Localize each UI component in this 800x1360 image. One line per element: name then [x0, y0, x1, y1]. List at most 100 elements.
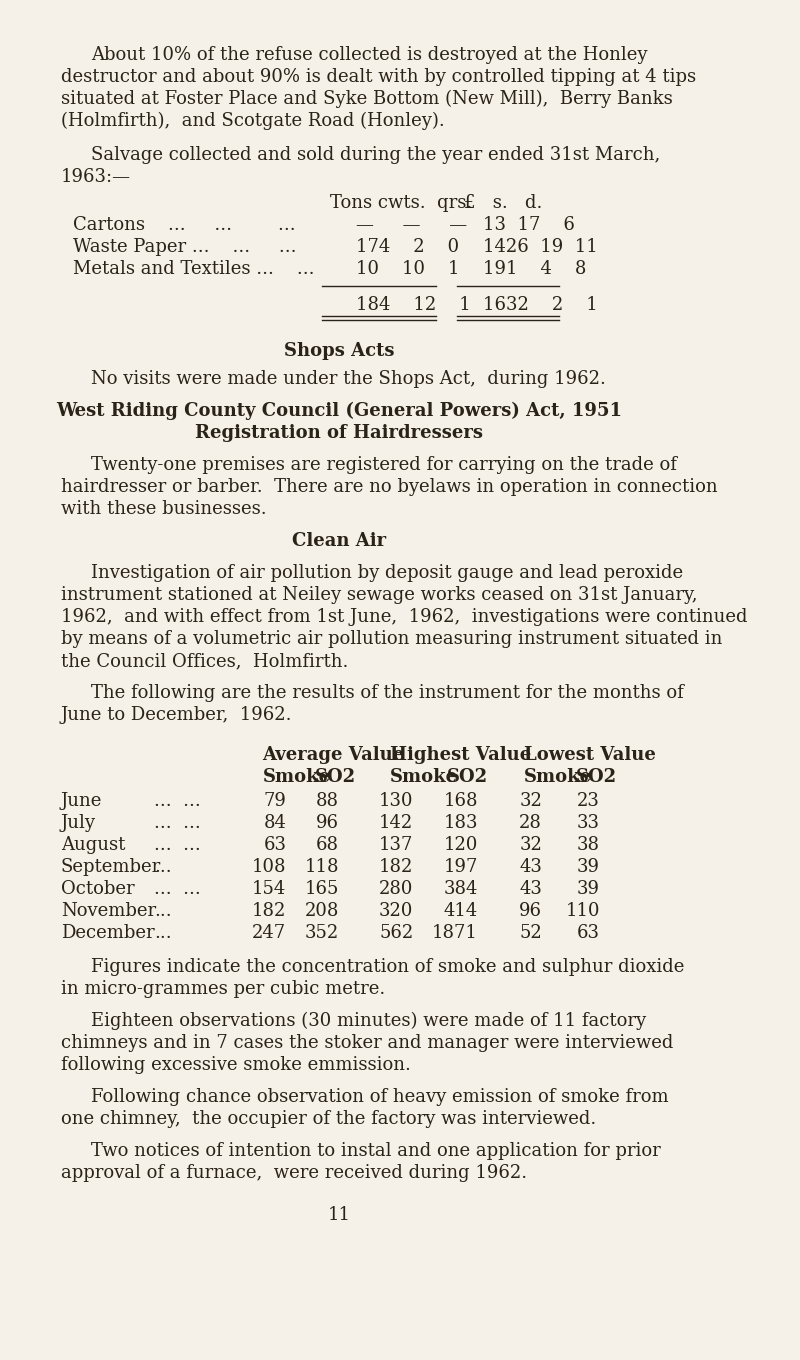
Text: (Holmfirth),  and Scotgate Road (Honley).: (Holmfirth), and Scotgate Road (Honley). — [61, 112, 445, 131]
Text: Salvage collected and sold during the year ended 31st March,: Salvage collected and sold during the ye… — [91, 146, 661, 165]
Text: 182: 182 — [252, 902, 286, 919]
Text: ...: ... — [154, 858, 172, 876]
Text: Lowest Value: Lowest Value — [523, 747, 655, 764]
Text: Highest Value: Highest Value — [390, 747, 531, 764]
Text: 118: 118 — [304, 858, 339, 876]
Text: 63: 63 — [577, 923, 600, 942]
Text: 39: 39 — [577, 880, 600, 898]
Text: 38: 38 — [577, 836, 600, 854]
Text: hairdresser or barber.  There are no byelaws in operation in connection: hairdresser or barber. There are no byel… — [61, 477, 718, 496]
Text: situated at Foster Place and Syke Bottom (New Mill),  Berry Banks: situated at Foster Place and Syke Bottom… — [61, 90, 673, 109]
Text: Two notices of intention to instal and one application for prior: Two notices of intention to instal and o… — [91, 1142, 662, 1160]
Text: SO2: SO2 — [447, 768, 489, 786]
Text: by means of a volumetric air pollution measuring instrument situated in: by means of a volumetric air pollution m… — [61, 630, 722, 647]
Text: 1963:—: 1963:— — [61, 169, 131, 186]
Text: 384: 384 — [443, 880, 478, 898]
Text: the Council Offices,  Holmfirth.: the Council Offices, Holmfirth. — [61, 651, 348, 670]
Text: December: December — [61, 923, 154, 942]
Text: 191    4    8: 191 4 8 — [483, 260, 586, 277]
Text: 10    10    1: 10 10 1 — [356, 260, 459, 277]
Text: Twenty-one premises are registered for carrying on the trade of: Twenty-one premises are registered for c… — [91, 456, 678, 475]
Text: Smoke: Smoke — [390, 768, 458, 786]
Text: 11: 11 — [327, 1206, 350, 1224]
Text: 414: 414 — [443, 902, 478, 919]
Text: with these businesses.: with these businesses. — [61, 500, 266, 518]
Text: September: September — [61, 858, 162, 876]
Text: 197: 197 — [443, 858, 478, 876]
Text: 183: 183 — [443, 815, 478, 832]
Text: 108: 108 — [252, 858, 286, 876]
Text: 184    12    1: 184 12 1 — [356, 296, 470, 314]
Text: 562: 562 — [379, 923, 414, 942]
Text: 165: 165 — [305, 880, 339, 898]
Text: About 10% of the refuse collected is destroyed at the Honley: About 10% of the refuse collected is des… — [91, 46, 648, 64]
Text: 137: 137 — [379, 836, 414, 854]
Text: 1426  19  11: 1426 19 11 — [483, 238, 598, 256]
Text: ...  ...: ... ... — [154, 792, 201, 811]
Text: Shops Acts: Shops Acts — [284, 341, 394, 360]
Text: 96: 96 — [316, 815, 339, 832]
Text: Following chance observation of heavy emission of smoke from: Following chance observation of heavy em… — [91, 1088, 669, 1106]
Text: Average Value: Average Value — [262, 747, 405, 764]
Text: Figures indicate the concentration of smoke and sulphur dioxide: Figures indicate the concentration of sm… — [91, 957, 685, 976]
Text: October: October — [61, 880, 134, 898]
Text: 154: 154 — [252, 880, 286, 898]
Text: 1632    2    1: 1632 2 1 — [483, 296, 598, 314]
Text: 13  17    6: 13 17 6 — [483, 216, 574, 234]
Text: June: June — [61, 792, 102, 811]
Text: —     —     —: — — — — [356, 216, 467, 234]
Text: ...  ...: ... ... — [154, 880, 201, 898]
Text: £   s.   d.: £ s. d. — [464, 194, 542, 212]
Text: 352: 352 — [305, 923, 339, 942]
Text: 182: 182 — [379, 858, 414, 876]
Text: one chimney,  the occupier of the factory was interviewed.: one chimney, the occupier of the factory… — [61, 1110, 596, 1127]
Text: 88: 88 — [316, 792, 339, 811]
Text: in micro-grammes per cubic metre.: in micro-grammes per cubic metre. — [61, 981, 386, 998]
Text: 63: 63 — [263, 836, 286, 854]
Text: 33: 33 — [577, 815, 600, 832]
Text: June to December,  1962.: June to December, 1962. — [61, 706, 293, 724]
Text: 320: 320 — [379, 902, 414, 919]
Text: 96: 96 — [519, 902, 542, 919]
Text: July: July — [61, 815, 96, 832]
Text: ...: ... — [154, 902, 172, 919]
Text: November: November — [61, 902, 156, 919]
Text: approval of a furnace,  were received during 1962.: approval of a furnace, were received dur… — [61, 1164, 527, 1182]
Text: 32: 32 — [519, 836, 542, 854]
Text: SO2: SO2 — [576, 768, 617, 786]
Text: chimneys and in 7 cases the stoker and manager were interviewed: chimneys and in 7 cases the stoker and m… — [61, 1034, 674, 1053]
Text: Smoke: Smoke — [523, 768, 592, 786]
Text: No visits were made under the Shops Act,  during 1962.: No visits were made under the Shops Act,… — [91, 370, 606, 388]
Text: 43: 43 — [519, 880, 542, 898]
Text: 43: 43 — [519, 858, 542, 876]
Text: 32: 32 — [519, 792, 542, 811]
Text: Metals and Textiles ...    ...: Metals and Textiles ... ... — [73, 260, 314, 277]
Text: Eighteen observations (30 minutes) were made of 11 factory: Eighteen observations (30 minutes) were … — [91, 1012, 646, 1031]
Text: Smoke: Smoke — [262, 768, 330, 786]
Text: Registration of Hairdressers: Registration of Hairdressers — [195, 424, 483, 442]
Text: 168: 168 — [443, 792, 478, 811]
Text: 28: 28 — [519, 815, 542, 832]
Text: August: August — [61, 836, 126, 854]
Text: 68: 68 — [316, 836, 339, 854]
Text: ...: ... — [154, 923, 172, 942]
Text: 110: 110 — [566, 902, 600, 919]
Text: SO2: SO2 — [315, 768, 356, 786]
Text: Cartons    ...     ...        ...: Cartons ... ... ... — [73, 216, 295, 234]
Text: Tons cwts.  qrs.: Tons cwts. qrs. — [330, 194, 473, 212]
Text: West Riding County Council (General Powers) Act, 1951: West Riding County Council (General Powe… — [56, 403, 622, 420]
Text: The following are the results of the instrument for the months of: The following are the results of the ins… — [91, 684, 684, 702]
Text: 84: 84 — [263, 815, 286, 832]
Text: 79: 79 — [263, 792, 286, 811]
Text: Clean Air: Clean Air — [292, 532, 386, 549]
Text: following excessive smoke emmission.: following excessive smoke emmission. — [61, 1055, 411, 1074]
Text: Waste Paper ...    ...     ...: Waste Paper ... ... ... — [73, 238, 296, 256]
Text: 247: 247 — [252, 923, 286, 942]
Text: 174    2    0: 174 2 0 — [356, 238, 459, 256]
Text: 120: 120 — [443, 836, 478, 854]
Text: 52: 52 — [519, 923, 542, 942]
Text: 39: 39 — [577, 858, 600, 876]
Text: 1962,  and with effect from 1st June,  1962,  investigations were continued: 1962, and with effect from 1st June, 196… — [61, 608, 747, 626]
Text: ...  ...: ... ... — [154, 836, 201, 854]
Text: 208: 208 — [305, 902, 339, 919]
